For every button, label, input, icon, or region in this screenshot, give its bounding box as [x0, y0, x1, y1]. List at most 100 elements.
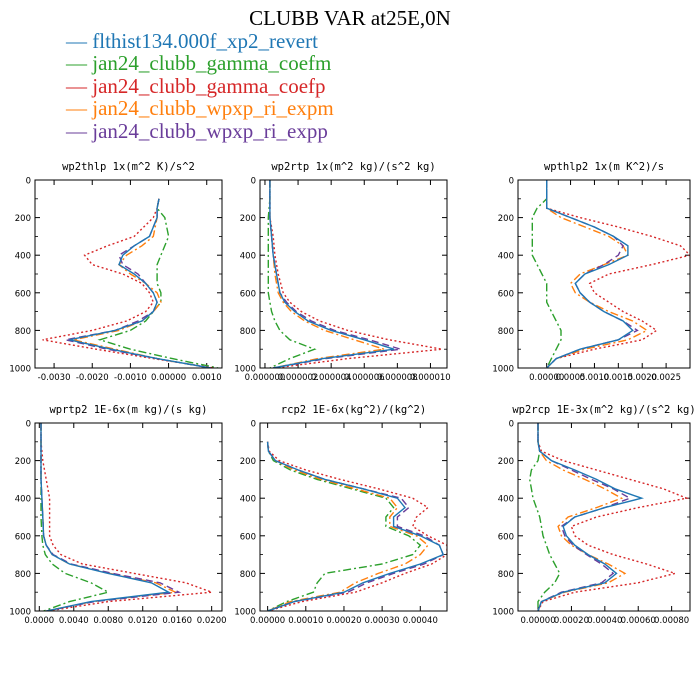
y-tick-label: 1000 — [9, 365, 31, 375]
series-line-2 — [97, 198, 219, 368]
x-tick-label: 0.0000 — [24, 616, 54, 626]
y-tick-label: 1000 — [234, 365, 256, 375]
x-tick-label: 0.00060 — [621, 616, 656, 626]
x-tick-label: 0.000002 — [278, 373, 319, 383]
series-line-1 — [266, 441, 445, 611]
y-tick-label: 800 — [15, 327, 31, 337]
y-tick-label: 400 — [15, 495, 31, 505]
series-line-2 — [267, 180, 317, 368]
x-tick-label: 0.00000 — [520, 616, 555, 626]
x-tick-label: -0.0010 — [114, 373, 147, 383]
x-tick-label: 0.00000 — [250, 616, 285, 626]
series-line-3 — [537, 423, 690, 611]
panel-title: wp2rcp 1E-3x(m^2 kg)/(s^2 kg) — [512, 404, 695, 416]
series-line-4 — [537, 423, 627, 611]
y-tick-label: 400 — [498, 495, 514, 505]
x-tick-label: 0.00000 — [151, 373, 186, 383]
legend-line-3: — — [66, 73, 93, 98]
legend-item-1: — flthist134.000f_xp2_revert — [66, 30, 334, 52]
x-tick-label: 0.000004 — [311, 373, 352, 383]
y-tick-label: 200 — [498, 214, 514, 224]
panel-6: wp2rcp 1E-3x(m^2 kg)/(s^2 kg) 0 200 400 600 8… — [492, 404, 695, 626]
y-tick-label: 200 — [240, 457, 256, 467]
y-tick-label: 1000 — [9, 608, 31, 618]
y-tick-label: 0 — [251, 420, 256, 430]
figure-title: CLUBB VAR at25E,0N — [249, 6, 451, 30]
panel-title: wp2rtp 1x(m^2 kg)/(s^2 kg) — [271, 161, 435, 173]
series-line-5 — [65, 198, 211, 368]
legend-line-5: — — [66, 118, 93, 143]
x-tick-label: 0.00000 — [529, 373, 564, 383]
series-line-2 — [531, 180, 562, 368]
y-tick-label: 1000 — [492, 608, 514, 618]
legend-label-5: jan24_clubb_wpxp_ri_expp — [92, 118, 328, 143]
y-tick-label: 400 — [498, 252, 514, 262]
x-tick-label: 0.00080 — [654, 616, 689, 626]
y-tick-label: 800 — [498, 570, 514, 580]
y-tick-label: 0 — [509, 420, 514, 430]
legend-item-5: — jan24_clubb_wpxp_ri_expp — [66, 118, 334, 143]
y-tick-label: 200 — [15, 457, 31, 467]
panel-title: wpthlp2 1x(m K^2)/s — [544, 161, 664, 173]
series-line-1 — [537, 423, 645, 611]
panel-1: wp2thlp 1x(m^2 K)/s^2 0 200 400 600 800 1000 -0… — [9, 161, 223, 383]
y-tick-label: 1000 — [492, 365, 514, 375]
panel-title: rcp2 1E-6x(kg^2)/(kg^2) — [281, 404, 426, 416]
x-tick-label: 0.000006 — [344, 373, 385, 383]
x-tick-label: 0.000008 — [377, 373, 418, 383]
legend-line-2: — — [66, 51, 93, 76]
y-tick-label: 600 — [498, 532, 514, 542]
plot-frame — [259, 179, 448, 369]
y-tick-label: 0 — [509, 177, 514, 187]
series-line-1 — [69, 198, 211, 368]
legend-line-4: — — [66, 96, 93, 121]
panel-3: wpthlp2 1x(m K^2)/s 0 200 400 600 800 1000 0.00… — [492, 161, 691, 383]
series-line-4 — [73, 198, 211, 368]
x-tick-label: 0.0005 — [556, 373, 586, 383]
series-line-2 — [266, 441, 422, 611]
series-line-1 — [546, 180, 634, 368]
series-line-5 — [266, 441, 445, 611]
plot-frame — [517, 422, 691, 612]
x-tick-label: 0.0010 — [192, 373, 222, 383]
y-tick-label: 800 — [240, 327, 256, 337]
x-tick-label: 0.00010 — [288, 616, 323, 626]
series-line-2 — [40, 423, 111, 611]
x-tick-label: 0.00020 — [554, 616, 589, 626]
y-tick-label: 600 — [240, 532, 256, 542]
y-tick-label: 600 — [15, 532, 31, 542]
y-tick-label: 1000 — [234, 608, 256, 618]
y-tick-label: 600 — [498, 289, 514, 299]
legend-label-4: jan24_clubb_wpxp_ri_expm — [92, 96, 334, 121]
x-tick-label: 0.00030 — [365, 616, 400, 626]
panel-2: wp2rtp 1x(m^2 kg)/(s^2 kg) 0 200 400 600 800 1… — [234, 161, 450, 383]
panel-5: rcp2 1E-6x(kg^2)/(kg^2) 0 200 400 600 800 1000… — [234, 404, 448, 626]
y-tick-label: 400 — [240, 495, 256, 505]
plot-frame — [34, 179, 223, 369]
legend-item-4: — jan24_clubb_wpxp_ri_expm — [66, 97, 334, 119]
series-line-1 — [269, 180, 395, 368]
x-tick-label: 0.0160 — [162, 616, 192, 626]
x-tick-label: 0.0010 — [580, 373, 610, 383]
y-tick-label: 0 — [251, 177, 256, 187]
y-tick-label: 200 — [498, 457, 514, 467]
legend-label-1: flthist134.000f_xp2_revert — [92, 29, 318, 53]
series-line-2 — [528, 423, 561, 611]
legend-item-2: — jan24_clubb_gamma_coefm — [66, 52, 334, 74]
series-line-3 — [266, 441, 447, 611]
x-tick-label: 0.0080 — [93, 616, 123, 626]
x-tick-label: 0.0120 — [128, 616, 158, 626]
series-line-4 — [546, 180, 649, 368]
legend-label-3: jan24_clubb_gamma_coefp — [92, 73, 326, 98]
x-tick-label: 0.0040 — [59, 616, 89, 626]
legend-item-3: — jan24_clubb_gamma_coefp — [66, 75, 334, 97]
panel-4: wprtp2 1E-6x(m kg)/(s kg) 0 200 400 600 800 10… — [9, 404, 226, 626]
legend-label-2: jan24_clubb_gamma_coefm — [92, 51, 332, 76]
panel-title: wp2thlp 1x(m^2 K)/s^2 — [62, 161, 195, 173]
series-line-5 — [537, 423, 632, 611]
series-line-3 — [269, 180, 443, 368]
series-line-3 — [40, 423, 212, 611]
y-tick-label: 800 — [498, 327, 514, 337]
legend-line-1: — — [66, 29, 93, 53]
